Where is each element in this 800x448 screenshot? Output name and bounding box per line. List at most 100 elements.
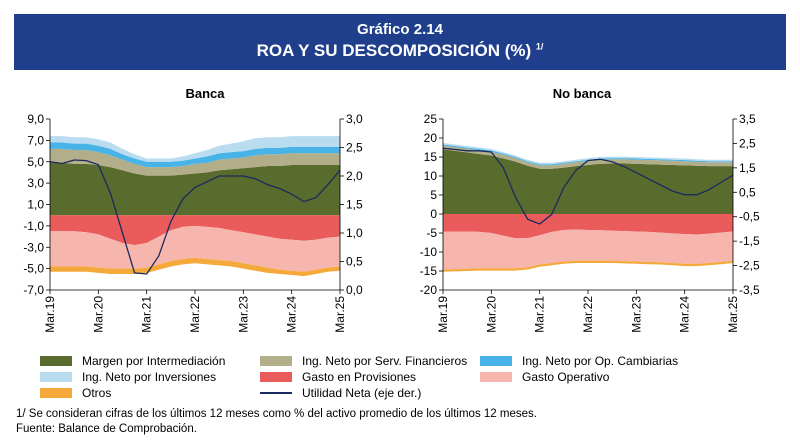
- left-tick-label: -15: [420, 264, 438, 278]
- area-serv: [443, 145, 733, 169]
- right-tick-label: -3,5: [739, 283, 760, 297]
- title-footnote-marker: 1/: [535, 41, 544, 52]
- area-serv: [50, 148, 340, 176]
- right-tick-label: -2,5: [739, 259, 760, 273]
- left-tick-label: 20: [424, 131, 438, 145]
- right-tick-label: 2,5: [346, 141, 363, 155]
- left-tick-label: -5: [426, 226, 437, 240]
- footnote: 1/ Se consideran cifras de los últimos 1…: [16, 408, 537, 420]
- x-tick-label: Mar.21: [140, 296, 154, 333]
- right-tick-label: -0,5: [739, 210, 760, 224]
- area-margen: [50, 162, 340, 216]
- legend-swatch: [260, 356, 292, 366]
- left-tick-label: 0: [430, 207, 437, 221]
- legend-label: Ing. Neto por Inversiones: [82, 370, 217, 384]
- chart-title: Banca: [185, 86, 225, 101]
- right-tick-label: 0,5: [739, 185, 756, 199]
- legend-item-inv: Ing. Neto por Inversiones: [40, 370, 216, 384]
- x-tick-label: Mar.25: [726, 296, 740, 333]
- x-tick-label: Mar.20: [484, 296, 498, 333]
- right-tick-label: 1,5: [346, 198, 363, 212]
- legend-swatch: [40, 388, 72, 398]
- legend-swatch: [480, 356, 512, 366]
- left-tick-label: 7,0: [27, 133, 44, 147]
- area-inv: [50, 136, 340, 162]
- x-tick-label: Mar.22: [581, 296, 595, 333]
- legend-label: Margen por Intermediación: [82, 354, 226, 368]
- legend-item-otros: Otros: [40, 386, 111, 400]
- line-util: [442, 147, 734, 225]
- legend-label: Otros: [82, 386, 112, 400]
- left-tick-label: 25: [424, 112, 438, 126]
- left-tick-label: 15: [424, 150, 438, 164]
- legend-item-camb: Ing. Neto por Op. Cambiarias: [480, 354, 678, 368]
- x-tick-label: Mar.24: [678, 296, 692, 333]
- left-tick-label: -10: [420, 245, 438, 259]
- left-tick-label: -20: [420, 283, 438, 297]
- x-tick-label: Mar.19: [43, 296, 57, 333]
- right-tick-label: 2,5: [739, 136, 756, 150]
- left-tick-label: -7,0: [23, 283, 44, 297]
- right-tick-label: 0,5: [346, 255, 363, 269]
- legend-swatch: [260, 392, 292, 394]
- legend-item-prov: Gasto en Provisiones: [260, 370, 416, 384]
- area-prov: [443, 214, 733, 239]
- graph-title-text: ROA Y SU DESCOMPOSICIÓN (%): [256, 41, 532, 60]
- legend-label: Ing. Neto por Serv. Financieros: [302, 354, 468, 368]
- right-tick-label: -1,5: [739, 234, 760, 248]
- notes: 1/ Se consideran cifras de los últimos 1…: [16, 407, 537, 437]
- charts-canvas: Banca -7,0 -5,0 -3,0 -1,0 1,0 3,0 5,0 7,0 9,0 0,0 0…: [23, 86, 760, 333]
- area-prov: [50, 215, 340, 246]
- right-tick-label: 3,5: [739, 112, 756, 126]
- legend-label: Gasto Operativo: [522, 370, 610, 384]
- legend-swatch: [40, 356, 72, 366]
- left-tick-label: -1,0: [23, 219, 44, 233]
- x-tick-label: Mar.22: [188, 296, 202, 333]
- x-tick-label: Mar.25: [333, 296, 347, 333]
- left-tick-label: 5,0: [27, 155, 44, 169]
- area-oper: [50, 225, 340, 272]
- right-tick-label: 1,5: [739, 161, 756, 175]
- x-tick-label: Mar.19: [436, 296, 450, 333]
- area-otros: [443, 260, 733, 272]
- right-tick-label: 0,0: [346, 283, 363, 297]
- legend-item-margen: Margen por Intermediación: [40, 354, 225, 368]
- legend-swatch: [260, 372, 292, 382]
- x-tick-label: Mar.24: [285, 296, 299, 333]
- left-tick-label: 10: [424, 169, 438, 183]
- legend-swatch: [480, 372, 512, 382]
- left-tick-label: 1,0: [27, 198, 44, 212]
- legend-label: Gasto en Provisiones: [302, 370, 417, 384]
- legend-label: Utilidad Neta (eje der.): [302, 386, 422, 400]
- legend-item-oper: Gasto Operativo: [480, 370, 609, 384]
- legend-item-util: Utilidad Neta (eje der.): [260, 386, 421, 400]
- x-tick-label: Mar.20: [91, 296, 105, 333]
- area-oper: [443, 229, 733, 270]
- x-tick-label: Mar.23: [629, 296, 643, 333]
- graph-title: ROA Y SU DESCOMPOSICIÓN (%) 1/: [14, 41, 786, 61]
- right-tick-label: 2,0: [346, 169, 363, 183]
- area-camb: [50, 142, 340, 168]
- left-tick-label: -5,0: [23, 262, 44, 276]
- chart-panel-2: No banca -20 -15 -10 -5 0 5 10 15 20 25 -3,5 -2,5 -1,…: [420, 86, 760, 333]
- graph-number: Gráfico 2.14: [357, 21, 443, 38]
- legend-item-serv: Ing. Neto por Serv. Financieros: [260, 354, 467, 368]
- right-tick-label: 1,0: [346, 226, 363, 240]
- x-tick-label: Mar.23: [236, 296, 250, 333]
- left-tick-label: -3,0: [23, 240, 44, 254]
- x-tick-label: Mar.21: [533, 296, 547, 333]
- left-tick-label: 3,0: [27, 176, 44, 190]
- chart-header: Gráfico 2.14 ROA Y SU DESCOMPOSICIÓN (%)…: [14, 14, 786, 70]
- legend-swatch: [40, 372, 72, 382]
- line-util: [49, 159, 341, 275]
- chart-title: No banca: [553, 86, 612, 101]
- legend-label: Ing. Neto por Op. Cambiarias: [522, 354, 679, 368]
- right-tick-label: 3,0: [346, 112, 363, 126]
- left-tick-label: 5: [430, 188, 437, 202]
- chart-panel-1: Banca -7,0 -5,0 -3,0 -1,0 1,0 3,0 5,0 7,0 9,0 0,0 0…: [23, 86, 363, 333]
- source-note: Fuente: Balance de Comprobación.: [16, 423, 197, 435]
- area-camb: [443, 144, 733, 166]
- area-otros: [50, 257, 340, 277]
- left-tick-label: 9,0: [27, 112, 44, 126]
- area-inv: [443, 142, 733, 165]
